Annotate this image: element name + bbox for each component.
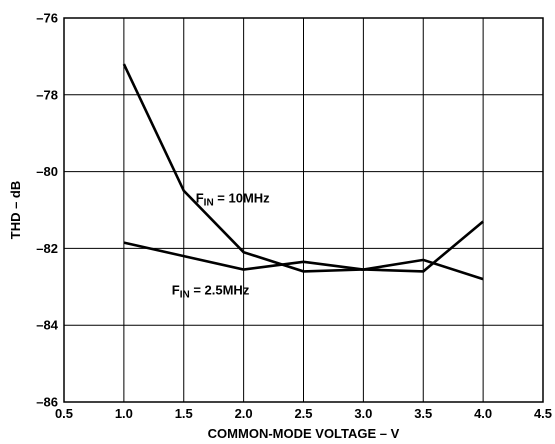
x-tick-label: 3.0 <box>354 406 372 421</box>
plot-frame <box>63 17 544 403</box>
y-axis-label: THD – dB <box>8 181 23 240</box>
series-line-1 <box>122 63 484 273</box>
x-tick-label: 0.5 <box>55 406 73 421</box>
series-line-2 <box>123 241 484 281</box>
x-axis-label: COMMON-MODE VOLTAGE – V <box>208 426 400 441</box>
y-tick-label: –80 <box>36 164 58 179</box>
series-label-1: FIN = 10MHz <box>196 190 270 208</box>
y-tick-label: –82 <box>36 241 58 256</box>
grid <box>63 17 544 403</box>
series-label-2: FIN = 2.5MHz <box>172 282 250 300</box>
y-tick-label: –86 <box>36 395 58 410</box>
y-tick-labels: –76 –78 –80 –82 –84 –86 <box>36 11 58 410</box>
annotations: FIN = 10MHz FIN = 2.5MHz <box>172 190 270 300</box>
x-tick-label: 2.0 <box>235 406 253 421</box>
x-tick-labels: 0.5 1.0 1.5 2.0 2.5 3.0 3.5 4.0 4.5 <box>55 406 552 421</box>
x-tick-label: 2.5 <box>294 406 312 421</box>
x-tick-label: 4.5 <box>534 406 552 421</box>
x-tick-label: 3.5 <box>414 406 432 421</box>
y-tick-label: –78 <box>36 87 58 102</box>
series-lines <box>122 63 484 281</box>
x-tick-label: 1.0 <box>115 406 133 421</box>
x-tick-label: 4.0 <box>474 406 492 421</box>
y-tick-label: –84 <box>36 318 58 333</box>
y-tick-label: –76 <box>36 11 58 26</box>
x-tick-label: 1.5 <box>175 406 193 421</box>
